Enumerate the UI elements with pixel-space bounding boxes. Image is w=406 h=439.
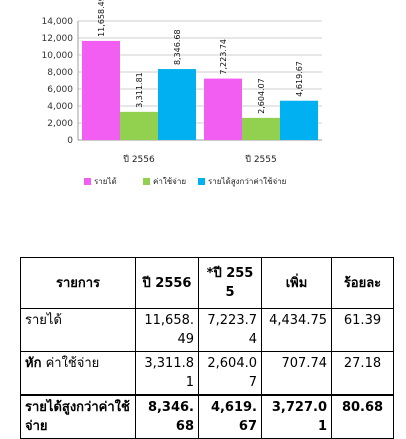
bars — [82, 40, 318, 141]
row-revenue-2555: 7,223.74 — [198, 308, 262, 352]
category-label: ปี 2556 — [123, 154, 155, 165]
bar — [120, 111, 158, 140]
data-labels: 11,658.49 3,311.81 8,346.68 7,223.74 2,604.0… — [97, 0, 304, 114]
y-tick-label: 10,000 — [42, 51, 74, 61]
legend-swatch — [198, 178, 205, 185]
row-expense-increase: 707.74 — [261, 351, 332, 396]
data-label: 3,311.81 — [135, 72, 144, 108]
row-revenue-increase: 4,434.75 — [261, 308, 332, 352]
row-expense-percent: 27.18 — [331, 351, 394, 396]
row-revenue-percent: 61.39 — [331, 308, 394, 352]
legend-swatch — [143, 178, 150, 185]
bar — [82, 40, 120, 141]
legend-label: รายได้สูงกว่าค่าใช้จ่าย — [208, 177, 286, 187]
data-label: 11,658.49 — [97, 0, 106, 37]
category-label: ปี 2555 — [245, 154, 277, 165]
bar — [158, 69, 196, 140]
legend-label: ค่าใช้จ่าย — [153, 177, 186, 186]
data-label: 7,223.74 — [219, 39, 228, 75]
y-tick-label: 14,000 — [42, 17, 74, 27]
legend-swatch — [84, 178, 91, 185]
financial-table: รายการ ปี 2556 *ปี 2555 เพิ่ม ร้อยละ ราย… — [20, 257, 394, 439]
data-label: 4,619.67 — [295, 61, 304, 97]
y-axis-ticks: 0 2,000 4,000 6,000 8,000 10,000 12,000 14,000 — [42, 17, 74, 146]
legend: รายได้ ค่าใช้จ่าย รายได้สูงกว่าค่าใช้จ่าย — [84, 177, 286, 187]
header-increase: เพิ่ม — [261, 257, 332, 309]
y-tick-label: 2,000 — [47, 119, 73, 129]
data-label: 2,604.07 — [257, 78, 266, 114]
row-surplus-label: รายได้สูงกว่าค่าใช้จ่าย — [20, 394, 136, 439]
bar-chart: 02,0004,0006,0008,00010,00012,00014,000 … — [42, 0, 322, 187]
y-tick-label: 6,000 — [47, 85, 73, 95]
table-row: รายได้ 11,658.49 7,223.74 4,434.75 61.39 — [20, 308, 394, 352]
category-labels: ปี 2556 ปี 2555 — [123, 154, 277, 165]
y-tick-label: 8,000 — [47, 68, 73, 78]
row-expense-2555: 2,604.07 — [198, 351, 262, 396]
row-expense-2556: 3,311.81 — [135, 351, 199, 396]
row-revenue-label: รายได้ — [20, 308, 136, 352]
y-tick-label: 0 — [67, 136, 73, 146]
y-tick-label: 4,000 — [47, 102, 73, 112]
row-surplus-2556: 8,346.68 — [135, 394, 199, 439]
header-year-2555: *ปี 2555 — [198, 257, 262, 309]
y-tick-label: 12,000 — [42, 34, 74, 44]
legend-label: รายได้ — [94, 177, 117, 186]
header-percent: ร้อยละ — [331, 257, 394, 309]
table-header-row: รายการ ปี 2556 *ปี 2555 เพิ่ม ร้อยละ — [20, 257, 394, 309]
data-label: 8,346.68 — [173, 29, 182, 65]
row-surplus-increase: 3,727.01 — [261, 394, 332, 439]
header-item: รายการ — [20, 257, 136, 309]
row-expense-label: หัก ค่าใช้จ่าย — [20, 351, 136, 396]
row-surplus-percent: 80.68 — [331, 394, 394, 439]
row-expense-prefix: หัก — [25, 356, 42, 371]
header-year-2556: ปี 2556 — [135, 257, 199, 309]
row-expense-text: ค่าใช้จ่าย — [41, 356, 100, 371]
bar — [242, 117, 280, 140]
row-revenue-2556: 11,658.49 — [135, 308, 199, 352]
table-row: รายได้สูงกว่าค่าใช้จ่าย 8,346.68 4,619.6… — [20, 394, 394, 439]
bar — [204, 78, 242, 140]
bar — [280, 100, 318, 140]
table-row: หัก ค่าใช้จ่าย 3,311.81 2,604.07 707.74 … — [20, 351, 394, 396]
